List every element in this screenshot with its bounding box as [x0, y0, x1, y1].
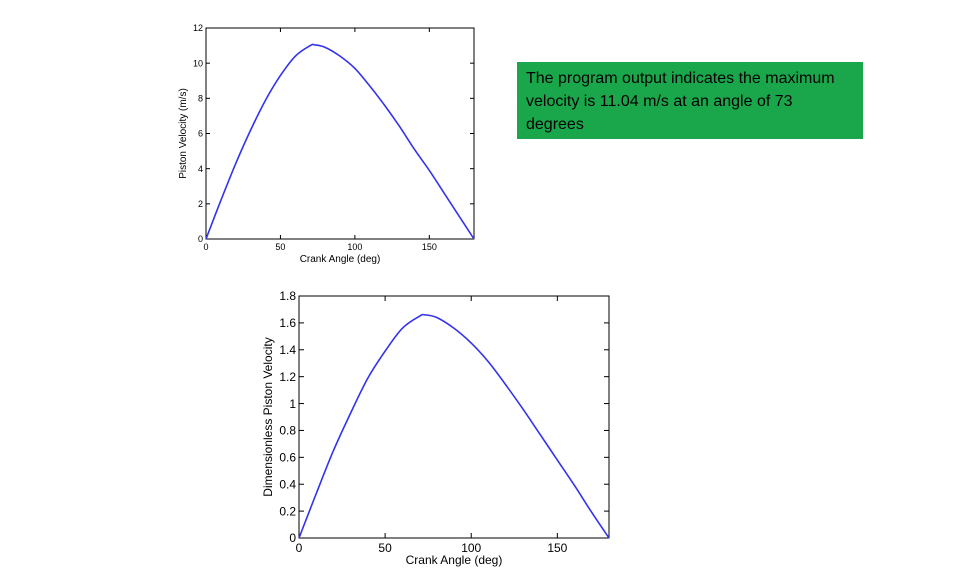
- x-tick-label: 50: [275, 242, 285, 252]
- chart-1: 0 50 100 150 0 2 4 6 8 10 12 Crank Angle (deg) Pisto…: [178, 23, 475, 265]
- result-note-text: The program output indicates the maximum…: [526, 70, 835, 133]
- series-line-1: [298, 313, 610, 539]
- y-axis-label: Piston Velocity (m/s): [178, 88, 189, 179]
- series-line-1: [205, 43, 475, 240]
- y-tick-label: 12: [193, 23, 203, 33]
- x-tick-label: 100: [347, 242, 362, 252]
- chart-2: 0 50 100 150 0 0.2 0.4 0.6 0.8 1 1.2 1.4 1.6 1.8 Crank…: [261, 289, 610, 567]
- x-tick-label: 50: [378, 541, 392, 555]
- y-tick-label: 1.2: [279, 370, 296, 384]
- plot-frame: [298, 295, 610, 539]
- y-tick-label: 4: [198, 164, 203, 174]
- y-tick-label: 0.6: [279, 451, 296, 465]
- y-tick-label: 1.8: [279, 289, 296, 303]
- y-tick-label: 0.8: [279, 424, 296, 438]
- y-tick-label: 1.6: [279, 316, 296, 330]
- result-note-box: The program output indicates the maximum…: [517, 62, 863, 139]
- y-tick-label: 10: [193, 58, 203, 68]
- x-tick-label: 100: [461, 541, 481, 555]
- y-tick-label: 1.4: [279, 343, 296, 357]
- y-tick-label: 1: [289, 397, 296, 411]
- y-tick-label: 0.4: [279, 477, 296, 491]
- y-tick-label: 2: [198, 199, 203, 209]
- y-tick-label: 0.2: [279, 504, 296, 518]
- y-tick-label: 8: [198, 93, 203, 103]
- x-tick-label: 0: [203, 242, 208, 252]
- y-tick-label: 0: [198, 234, 203, 244]
- x-axis-label: Crank Angle (deg): [406, 553, 503, 567]
- x-tick-label: 0: [296, 541, 303, 555]
- x-axis-label: Crank Angle (deg): [300, 254, 381, 265]
- y-axis-label: Dimensionless Piston Velocity: [261, 337, 275, 496]
- plot-frame: [205, 27, 475, 240]
- x-tick-label: 150: [547, 541, 567, 555]
- y-tick-label: 0: [289, 531, 296, 545]
- y-tick-label: 6: [198, 129, 203, 139]
- x-tick-label: 150: [422, 242, 437, 252]
